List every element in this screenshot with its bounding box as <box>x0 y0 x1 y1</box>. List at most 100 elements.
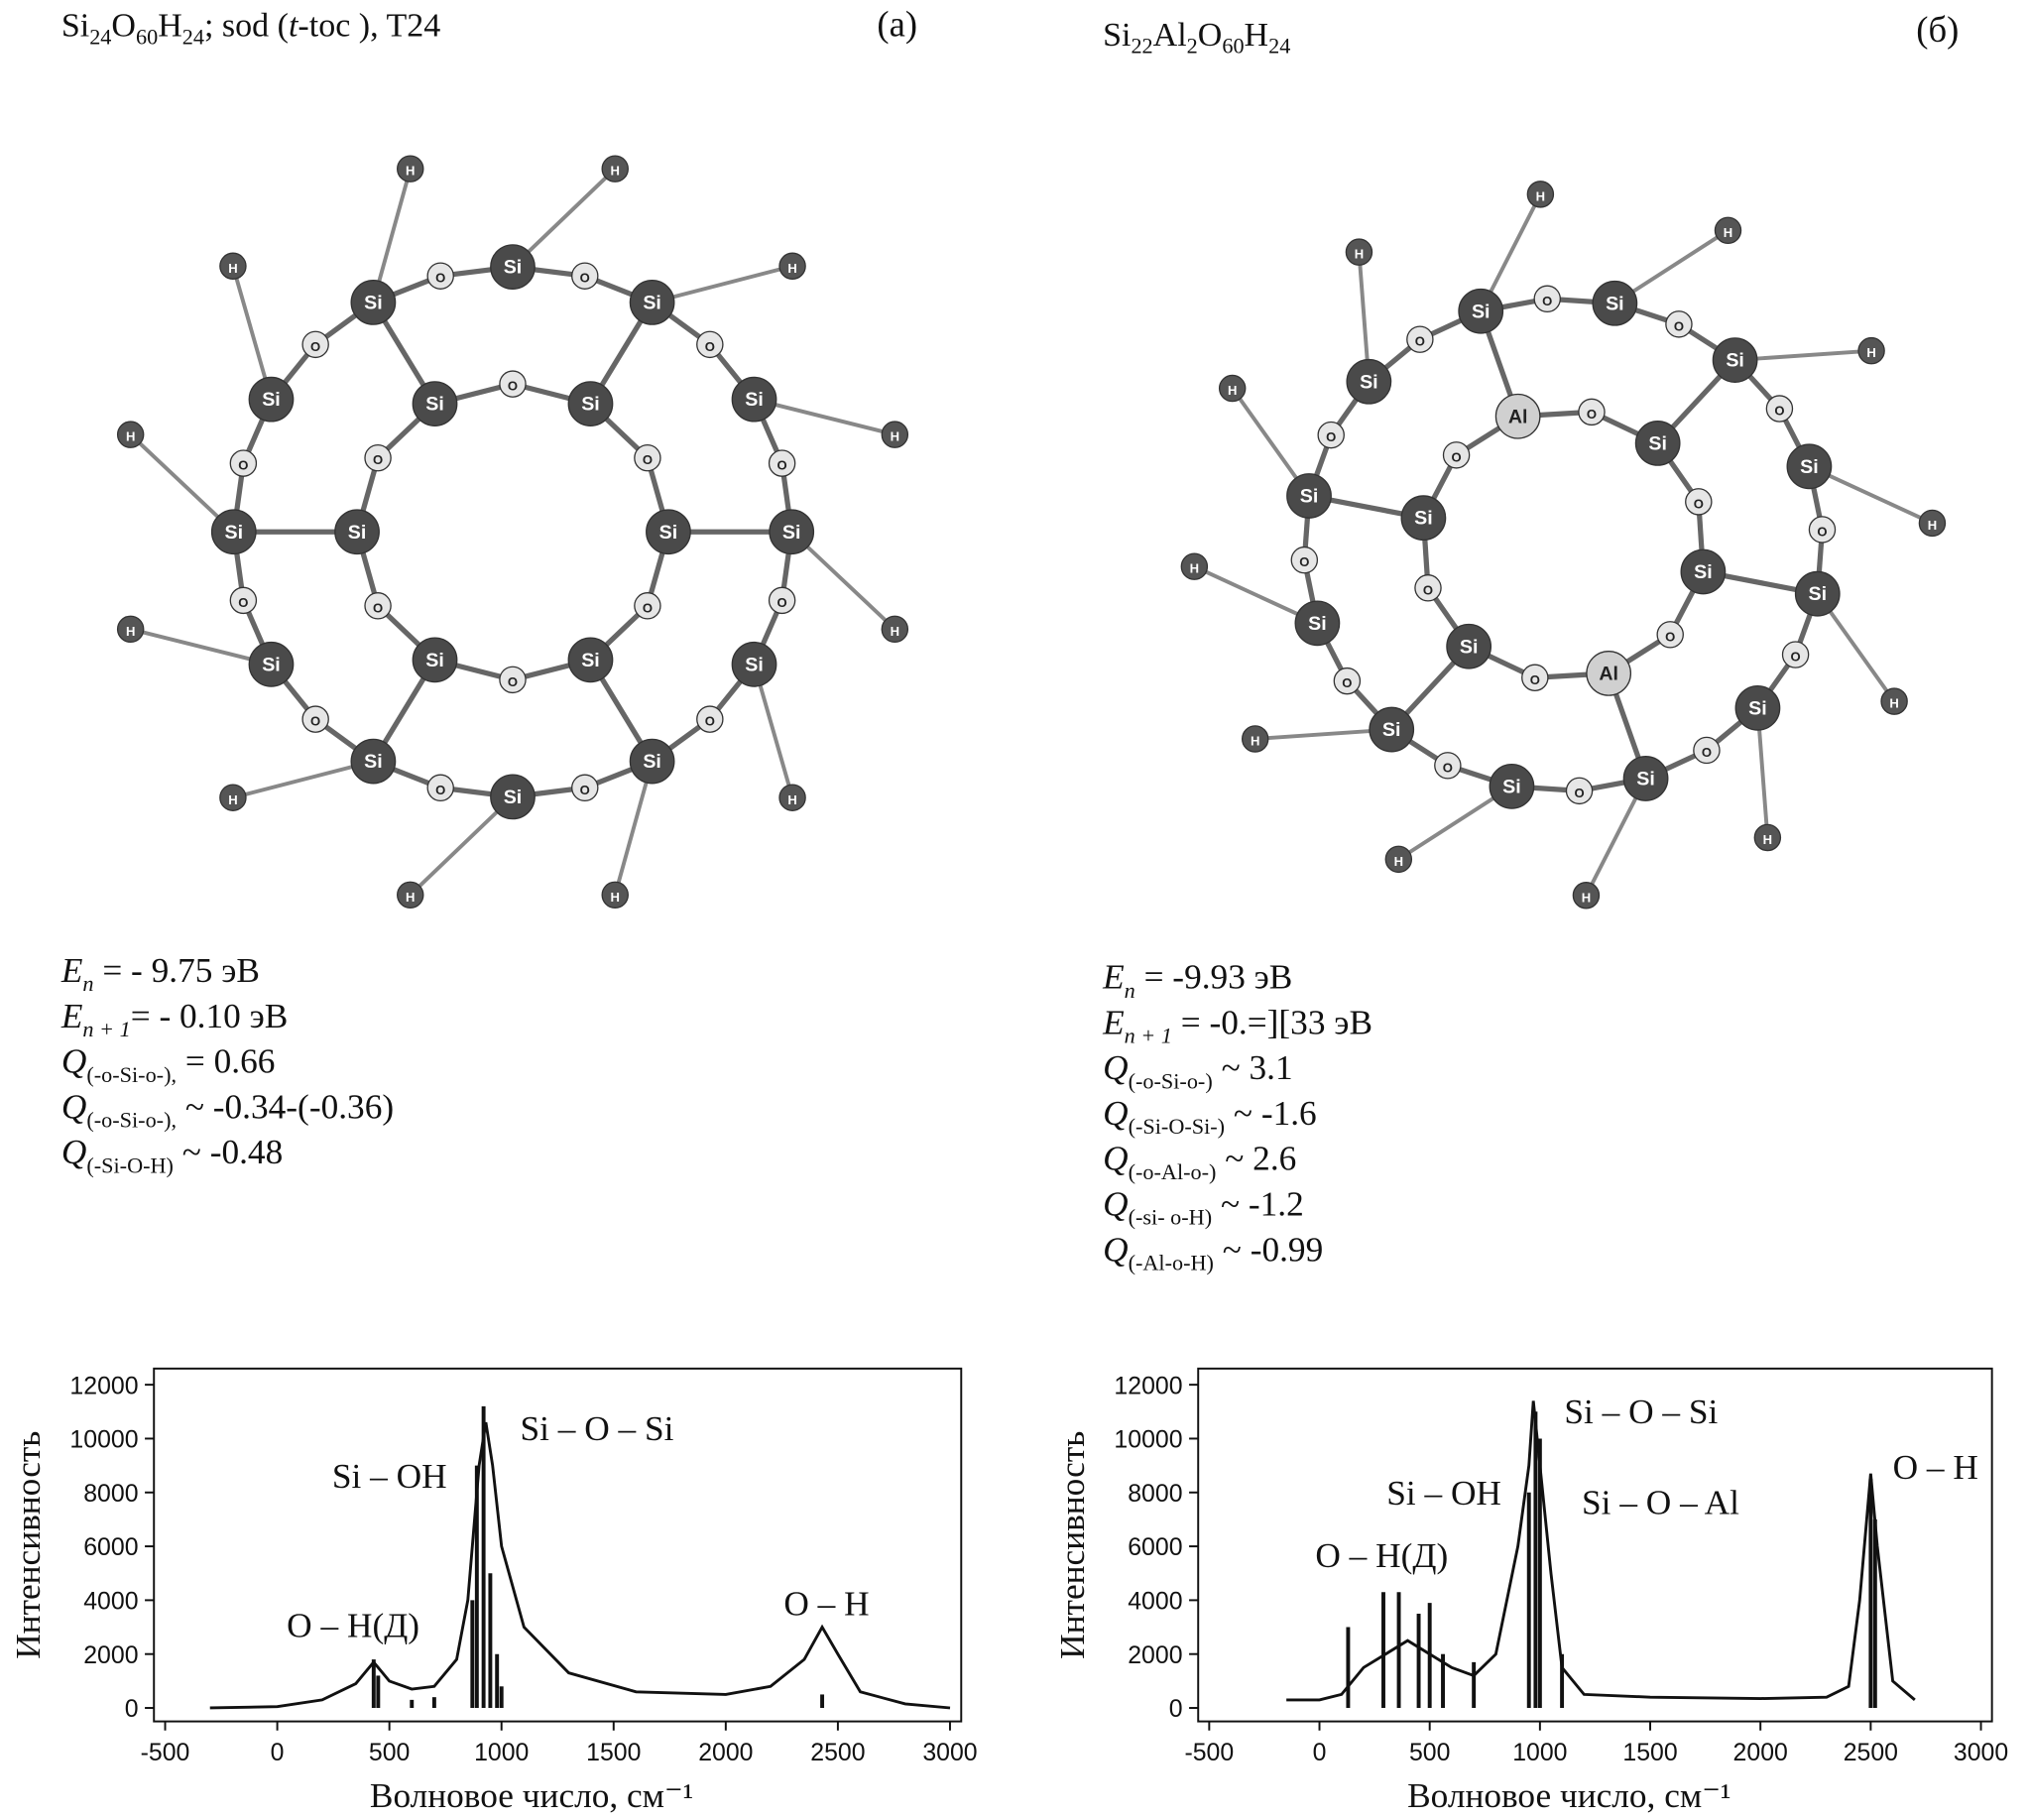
atom <box>1406 325 1434 353</box>
atom-label: O <box>1587 407 1597 422</box>
subscript: (-o-Si-o-) <box>1129 1068 1213 1093</box>
atom-label: O <box>643 452 653 467</box>
atom <box>229 586 258 615</box>
atom-label: Si <box>1636 768 1655 789</box>
atom-label: O <box>777 595 787 610</box>
atom-label: Si <box>1472 301 1491 322</box>
atom-label: O <box>1694 496 1704 511</box>
atom <box>778 784 806 811</box>
atom <box>1794 570 1841 617</box>
text: = - 0.10 эВ <box>131 997 289 1035</box>
subscript: 2 <box>1187 34 1198 59</box>
atom-label: H <box>406 890 415 905</box>
text: ; sod ( <box>204 8 289 45</box>
y-axis-label: Интенсивность <box>9 1431 48 1659</box>
x-tick-label: 2000 <box>1733 1740 1788 1766</box>
atom-label: H <box>787 261 796 276</box>
subscript: n <box>1125 978 1135 1003</box>
text: O <box>1198 17 1223 54</box>
atom-label: H <box>1536 188 1545 203</box>
atom <box>301 705 329 733</box>
atom <box>1857 336 1885 365</box>
atom-label: Si <box>1460 636 1479 658</box>
atom <box>1294 600 1341 647</box>
subscript: (-Si-O-Si-) <box>1129 1114 1226 1139</box>
atom-label: O <box>777 458 787 473</box>
symbol: Q <box>1103 1230 1128 1269</box>
atom-label: O <box>705 714 715 729</box>
atom <box>1434 752 1462 780</box>
atom <box>490 774 536 820</box>
text: Si <box>61 8 89 45</box>
bond <box>613 761 655 896</box>
atom <box>1494 393 1541 439</box>
bond <box>752 664 794 798</box>
x-tick-label: 1500 <box>1622 1740 1677 1766</box>
x-tick-label: 1500 <box>586 1740 641 1766</box>
atom <box>1918 509 1947 538</box>
atom <box>499 370 527 398</box>
panel-label: (б) <box>1916 9 1959 50</box>
atom-label: O <box>238 458 248 473</box>
x-tick-label: 2500 <box>810 1740 865 1766</box>
atom-label: O <box>310 339 320 354</box>
subscript: 24 <box>182 24 204 49</box>
atom <box>571 262 599 290</box>
atom <box>1446 623 1492 669</box>
symbol: E <box>60 951 83 990</box>
x-tick-label: 2000 <box>698 1740 753 1766</box>
atom-label: Si <box>1694 561 1713 583</box>
atom <box>731 376 777 423</box>
atom <box>301 330 329 359</box>
x-tick-label: 1000 <box>1512 1740 1567 1766</box>
symbol: Q <box>1103 1140 1128 1178</box>
text: ~ 2.6 <box>1216 1140 1296 1178</box>
atom <box>1665 310 1693 338</box>
atom-label: O <box>643 600 653 615</box>
symbol: Q <box>61 1087 86 1126</box>
atom <box>248 641 295 687</box>
subscript: (-o-Si-o-), <box>86 1108 177 1133</box>
y-tick-label: 0 <box>125 1696 139 1723</box>
atom-label: O <box>1326 429 1336 444</box>
atom <box>634 592 661 620</box>
atom-label: Si <box>1726 350 1744 372</box>
atom <box>696 705 724 733</box>
atom-label: H <box>611 890 620 905</box>
subscript: 60 <box>1222 34 1244 59</box>
annotation: O – H <box>1893 1448 1978 1487</box>
text: = -0.=][33 эВ <box>1172 1003 1372 1041</box>
atom-label: H <box>1928 518 1937 533</box>
atom-label: Si <box>745 654 764 675</box>
atom <box>412 637 458 683</box>
atom-label: Si <box>745 389 764 411</box>
atom <box>334 509 380 555</box>
symbol: E <box>1102 1003 1125 1041</box>
symbol: E <box>60 997 83 1035</box>
atom <box>210 509 257 555</box>
text: ~ -0.99 <box>1214 1230 1323 1269</box>
atom-label: H <box>1866 345 1875 360</box>
atom-label: Si <box>1382 719 1401 741</box>
atom-label: H <box>1394 854 1403 869</box>
atom-label: O <box>1790 650 1800 665</box>
annotation: Si – O – Si <box>521 1409 674 1448</box>
subscript: 22 <box>1131 34 1152 59</box>
atom-label: Si <box>1800 456 1819 478</box>
subscript: 60 <box>136 24 158 49</box>
text: ~ -0.48 <box>174 1133 283 1171</box>
x-tick-label: 3000 <box>922 1740 977 1766</box>
subscript: (-o-Al-o-) <box>1129 1159 1217 1184</box>
y-tick-label: 6000 <box>83 1534 138 1561</box>
atom-label: O <box>1702 745 1712 760</box>
atom-label: O <box>238 595 248 610</box>
y-tick-label: 12000 <box>69 1373 138 1399</box>
property: En + 1= - 0.10 эВ <box>60 997 289 1041</box>
y-tick-label: 10000 <box>69 1427 138 1454</box>
atom-label: Si <box>1606 293 1624 314</box>
atom <box>1565 777 1594 805</box>
atom <box>567 381 614 427</box>
symbol: Q <box>1103 1185 1128 1224</box>
atom-label: H <box>787 792 796 807</box>
atom <box>350 280 397 325</box>
